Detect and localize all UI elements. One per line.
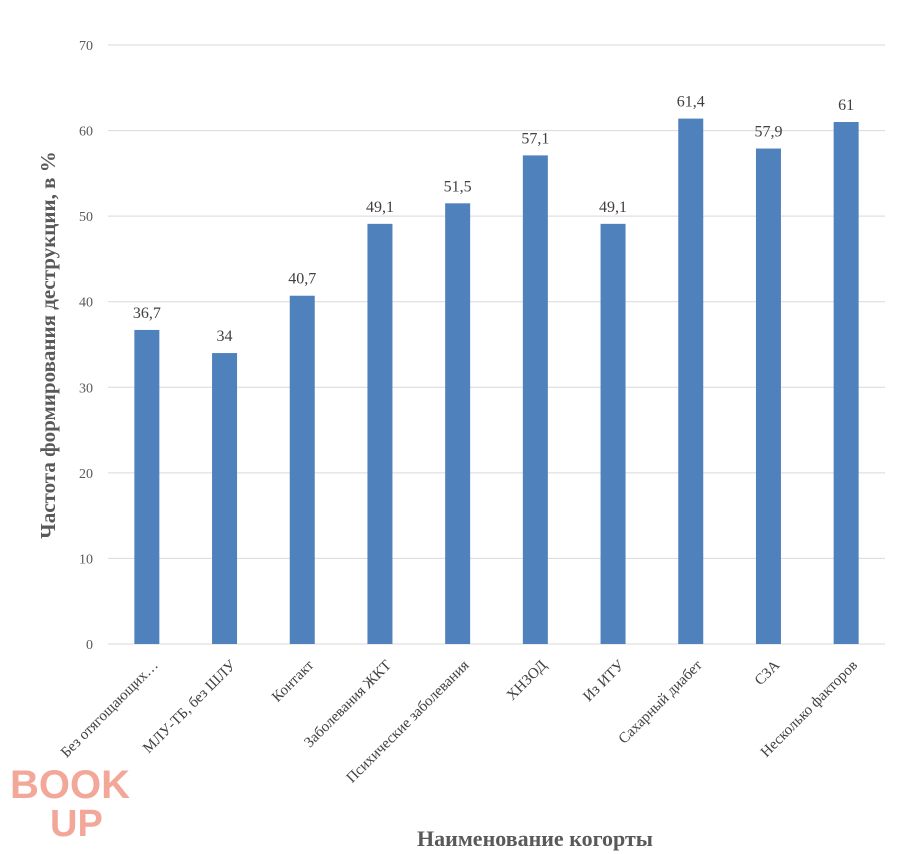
y-axis-ticks: 0 10 20 30 40 50 60 70 — [79, 39, 93, 653]
data-label: 61 — [838, 97, 854, 114]
data-label: 49,1 — [599, 199, 627, 216]
data-labels: 36,7 34 40,7 49,1 51,5 57,1 49,1 61,4 57,9 61 — [133, 94, 854, 345]
y-axis-title: Частота формирования деструкции, в % — [36, 151, 60, 538]
y-tick-label: 40 — [79, 296, 93, 311]
data-label: 36,7 — [133, 305, 161, 322]
bar — [289, 295, 315, 644]
bar — [522, 155, 548, 644]
data-label: 57,1 — [521, 130, 549, 147]
category-label: Контакт — [269, 657, 317, 705]
bars — [134, 118, 859, 645]
y-tick-label: 60 — [79, 125, 93, 140]
x-axis-categories: Без отягощающих…МЛУ-ТБ, без ШЛУ КонтактЗа… — [58, 657, 861, 786]
bar — [367, 223, 393, 644]
data-label: 40,7 — [288, 271, 316, 288]
category-label: СЗА — [752, 657, 783, 688]
y-tick-label: 50 — [79, 210, 93, 225]
bookup-logo: BOOK UP — [10, 763, 130, 840]
bar — [212, 353, 238, 644]
bar — [600, 223, 626, 644]
category-label: Из ИТУ — [580, 657, 628, 705]
data-label: 49,1 — [366, 199, 394, 216]
gridlines — [108, 44, 885, 645]
svg-text:BOOK: BOOK — [10, 763, 130, 807]
y-tick-label: 70 — [79, 39, 93, 54]
data-label: 57,9 — [754, 124, 782, 141]
data-label: 61,4 — [677, 94, 705, 111]
x-axis-title: Наименование когорты — [417, 826, 653, 851]
category-label: ХНЗОД — [504, 658, 550, 704]
data-label: 51,5 — [444, 178, 472, 195]
bar — [134, 329, 160, 644]
bar — [833, 122, 859, 644]
data-label: 34 — [217, 328, 233, 345]
y-tick-label: 30 — [79, 381, 93, 396]
bar — [755, 148, 781, 644]
category-label: Сахарный диабет — [616, 657, 706, 747]
y-tick-label: 20 — [79, 467, 93, 482]
bar — [678, 118, 704, 644]
y-tick-label: 0 — [86, 638, 93, 653]
svg-text:UP: UP — [50, 803, 103, 840]
bar — [445, 203, 471, 645]
y-tick-label: 10 — [79, 552, 93, 567]
